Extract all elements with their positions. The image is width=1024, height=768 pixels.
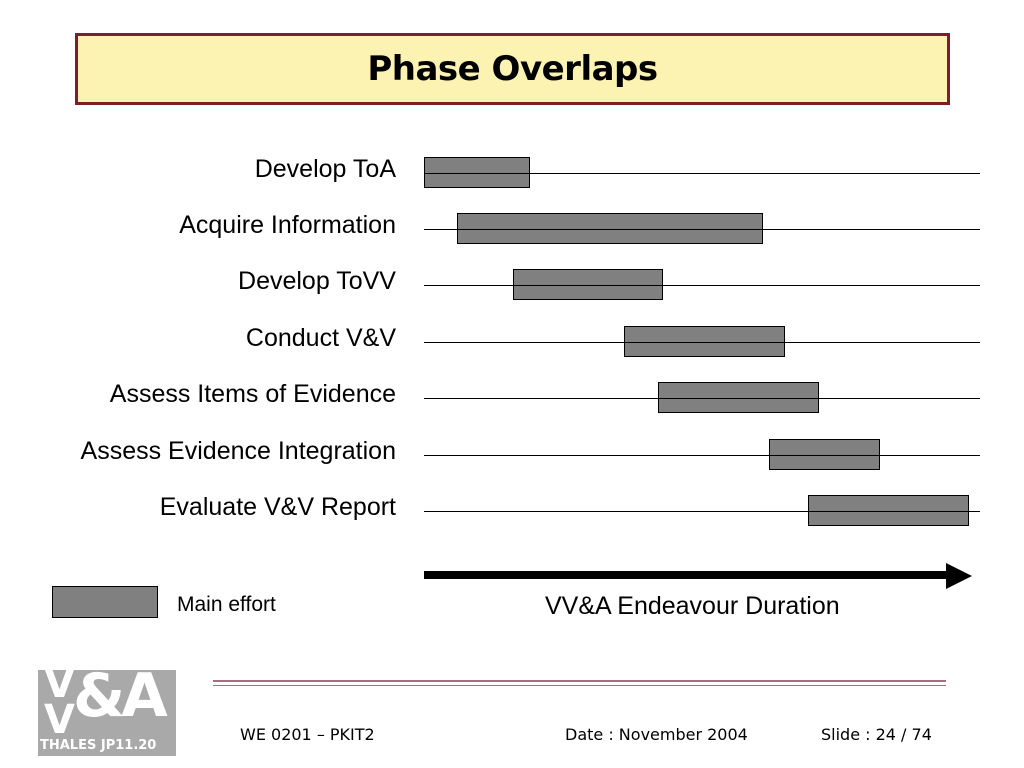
task-bar [457,213,764,244]
vva-logo: V V&A THALES JP11.20 [38,670,176,756]
task-bar [624,326,786,357]
task-bar [512,269,664,300]
task-label: Acquire Information [179,211,396,239]
logo-caption: THALES JP11.20 [40,738,157,753]
footer-course: WE 0201 – PKIT2 [240,725,375,744]
footer-divider [213,680,946,682]
task-bar [807,495,969,526]
task-bar [424,157,530,188]
footer-slide-number: Slide : 24 / 74 [821,725,932,744]
task-timeline [424,455,980,456]
task-bar [657,382,819,413]
task-label: Develop ToVV [238,267,396,295]
task-timeline [424,285,980,286]
title-box: Phase Overlaps [75,33,950,105]
task-label: Assess Items of Evidence [109,380,396,408]
legend-swatch [52,586,158,618]
task-label: Assess Evidence Integration [80,437,396,465]
duration-arrowhead [946,563,972,589]
footer-divider-thin [213,685,946,686]
duration-label: VV&A Endeavour Duration [545,592,840,620]
footer-date: Date : November 2004 [565,725,748,744]
logo-mark: V V&A [44,670,168,743]
task-bar [768,439,880,470]
task-timeline [424,511,980,512]
duration-arrow [424,571,948,579]
task-label: Conduct V&V [245,324,396,352]
legend-label: Main effort [177,593,276,616]
task-label: Develop ToA [254,155,396,183]
task-label: Evaluate V&V Report [159,493,396,521]
task-timeline [424,173,980,174]
slide-title: Phase Overlaps [367,49,658,89]
